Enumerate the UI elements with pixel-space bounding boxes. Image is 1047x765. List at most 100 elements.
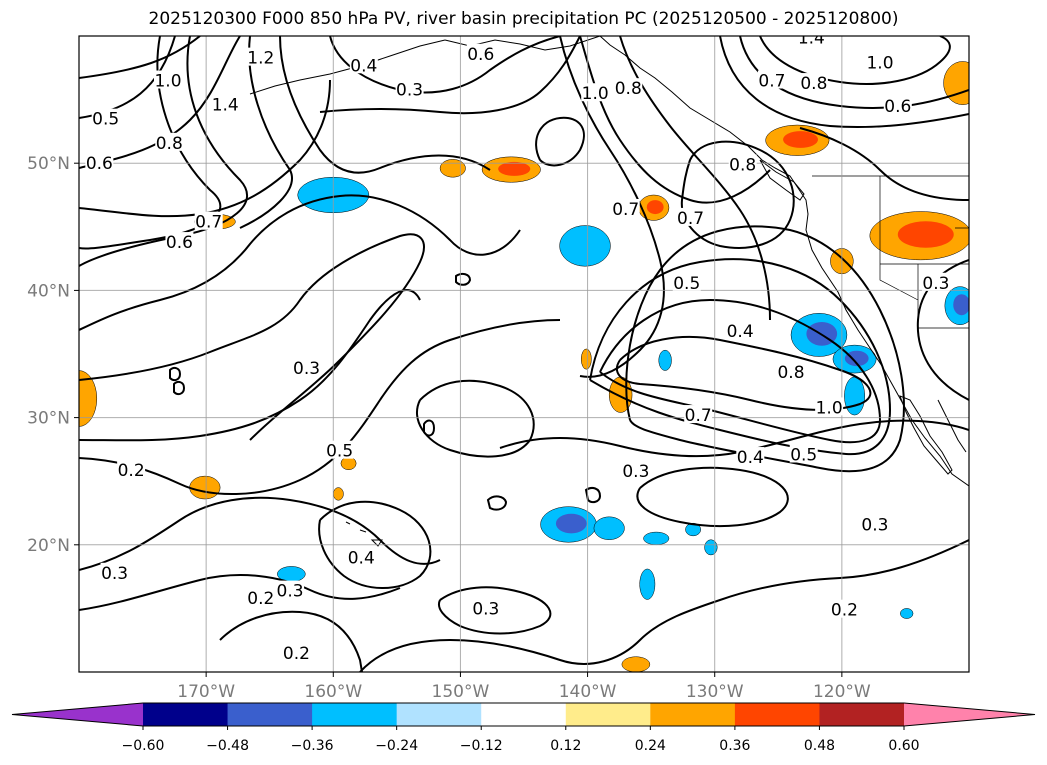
- precip-core: [953, 294, 969, 316]
- pv-contour: [169, 366, 182, 382]
- pv-label-bg: [676, 207, 705, 226]
- precip-blob: [333, 487, 344, 501]
- pv-contour: [559, 36, 665, 378]
- longitude-tick-label: 130°W: [686, 682, 744, 702]
- colorbar-extend-low: [12, 703, 143, 726]
- pv-label-bg: [777, 361, 805, 380]
- precip-blob: [900, 608, 914, 619]
- precip-blob: [685, 522, 701, 537]
- pv-label-bg: [726, 321, 755, 340]
- latitude-tick-label: 30°N: [27, 409, 70, 429]
- pv-label-bg: [611, 198, 640, 217]
- pv-label-bg: [830, 599, 859, 618]
- pv-contour-label: 0.3: [396, 80, 423, 100]
- pv-contour-label: 1.4: [798, 28, 825, 48]
- precip-region: [638, 194, 670, 221]
- precip-blob: [439, 159, 466, 178]
- colorbar-swatch: [481, 703, 567, 726]
- pv-contour-label: 0.6: [467, 45, 494, 65]
- pv-contour-label: 0.7: [758, 72, 785, 92]
- colorbar-tick-label: 0.36: [719, 738, 750, 754]
- longitude-ticks: 170°W 160°W 150°W 140°W 130°W 120°W: [177, 672, 871, 702]
- pv-label-bg: [866, 52, 894, 71]
- precip-region: [593, 516, 625, 540]
- colorbar-swatch: [819, 703, 905, 726]
- precip-region: [658, 349, 672, 371]
- pv-label-bg: [614, 78, 643, 97]
- pv-contour-label: 1.0: [816, 398, 843, 418]
- precip-region: [869, 211, 969, 261]
- pv-contour: [239, 36, 293, 229]
- pv-contour-labels: 0.30.40.61.01.21.40.50.80.60.70.61.0 0.81…: [85, 28, 950, 664]
- pv-contour: [486, 495, 508, 511]
- pv-label-bg: [466, 43, 495, 62]
- pv-contour: [423, 419, 436, 437]
- pv-contour: [79, 36, 241, 169]
- pv-contour: [359, 539, 969, 672]
- pv-contour: [584, 487, 602, 504]
- precip-region: [704, 539, 718, 556]
- longitude-tick-label: 140°W: [559, 682, 617, 702]
- pv-contour: [615, 335, 872, 411]
- pv-contour: [79, 36, 201, 79]
- pv-contour-label: 0.7: [685, 406, 712, 426]
- precip-region: [559, 225, 611, 267]
- pv-label-bg: [921, 272, 950, 291]
- precip-region: [832, 344, 877, 374]
- precip-blob: [844, 376, 865, 416]
- latitude-tick-label: 20°N: [27, 536, 70, 556]
- pv-label-bg: [815, 397, 844, 416]
- coastline: [249, 36, 969, 547]
- latitude-ticks: 50°N 40°N 30°N 20°N: [27, 154, 79, 556]
- longitude-tick-label: 170°W: [177, 682, 235, 702]
- colorbar-swatch: [312, 703, 398, 726]
- colorbar-extend-high: [904, 703, 1035, 726]
- precip-blob: [79, 370, 98, 427]
- pv-contour-label: 0.2: [283, 644, 310, 664]
- pv-label-bg: [165, 232, 194, 251]
- colorbar-swatch: [396, 703, 482, 726]
- pv-contour-label: 0.3: [861, 515, 888, 535]
- pv-contour-label: 1.4: [212, 96, 239, 116]
- pv-label-bg: [325, 440, 354, 459]
- pv-contour: [535, 116, 585, 167]
- pv-contour: [219, 610, 363, 672]
- pv-label-bg: [155, 132, 184, 151]
- pv-contour-label: 1.2: [247, 49, 274, 69]
- pv-contour: [759, 36, 951, 85]
- precip-region: [944, 286, 969, 325]
- pv-contour: [625, 225, 905, 473]
- precip-blob: [580, 348, 592, 370]
- map-gridlines: [79, 36, 969, 672]
- pv-contour: [318, 500, 432, 589]
- precip-core: [555, 513, 587, 534]
- pv-label-bg: [728, 154, 757, 173]
- pv-label-bg: [581, 83, 610, 102]
- precip-region: [621, 656, 651, 672]
- pv-contour-label: 0.5: [326, 442, 353, 462]
- pv-label-bg: [883, 95, 912, 114]
- pv-contour-label: 0.2: [118, 461, 145, 481]
- pv-contour-label: 0.7: [612, 200, 639, 220]
- map-frame: [78, 35, 970, 673]
- colorbar-tick-label: −0.24: [375, 738, 418, 754]
- precip-blob: [621, 656, 651, 672]
- pv-contour-label: 0.8: [800, 74, 827, 94]
- pv-label-bg: [349, 55, 378, 74]
- colorbar-swatch: [227, 703, 313, 726]
- pv-label-bg: [471, 598, 500, 617]
- precip-blob: [704, 539, 718, 556]
- pv-contour-label: 0.4: [348, 549, 375, 569]
- pv-contour-label: 0.3: [293, 359, 320, 379]
- colorbar-tick-label: −0.12: [460, 738, 503, 754]
- pv-contour: [79, 194, 521, 331]
- baja-peninsula: [899, 395, 953, 475]
- pv-contour: [916, 259, 969, 401]
- pv-contour-label: 1.0: [866, 54, 893, 74]
- precip-core: [783, 131, 819, 148]
- pv-label-bg: [684, 405, 713, 424]
- pv-contour-label: 0.5: [790, 445, 817, 465]
- colorbar-tick-label: 0.24: [635, 738, 666, 754]
- colorbar-tick-label: −0.36: [291, 738, 334, 754]
- colorbar-tick-label: 0.60: [888, 738, 919, 754]
